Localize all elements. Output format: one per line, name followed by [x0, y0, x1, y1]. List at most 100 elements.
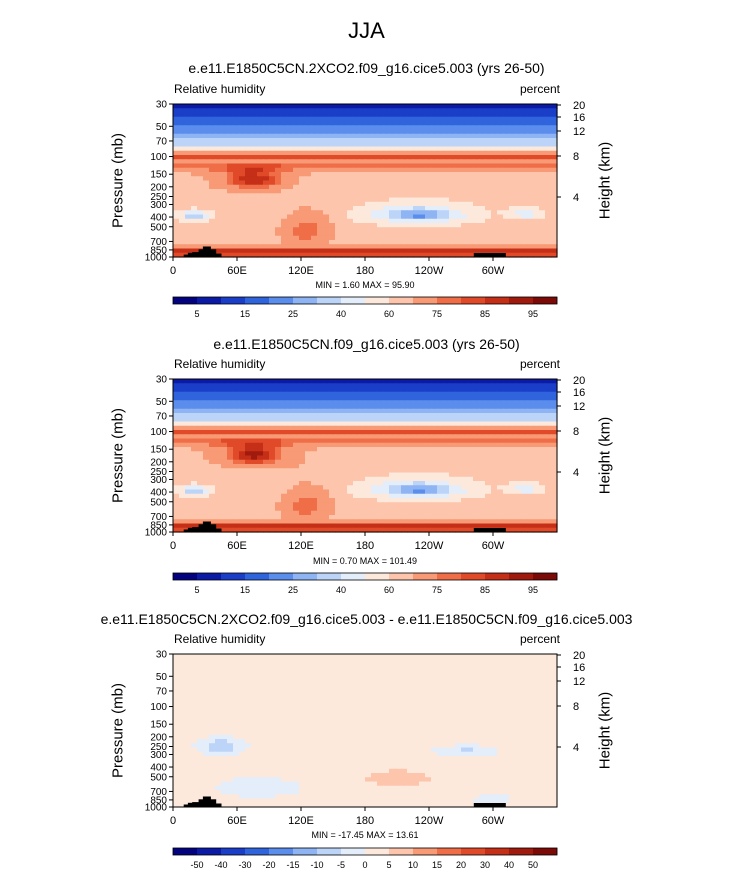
field-cell [227, 498, 234, 503]
field-cell [551, 112, 558, 118]
field-cell [389, 240, 396, 245]
field-cell [443, 244, 450, 250]
field-cell [455, 129, 462, 135]
field-cell [419, 387, 426, 393]
field-cell [317, 244, 324, 250]
field-cell [521, 240, 528, 245]
field-cell [281, 447, 288, 452]
field-cell [473, 210, 480, 216]
field-cell [443, 248, 450, 254]
field-cell [317, 476, 324, 482]
field-cell [185, 464, 192, 469]
field-cell [503, 451, 510, 457]
field-cell [335, 654, 342, 659]
field-cell [527, 218, 534, 224]
field-cell [269, 666, 276, 672]
field-cell [317, 184, 324, 190]
field-cell [263, 438, 270, 444]
field-cell [305, 455, 312, 461]
field-cell [551, 417, 558, 423]
field-cell [365, 515, 372, 520]
field-cell [539, 201, 546, 207]
field-cell [245, 438, 252, 444]
field-cell [509, 654, 516, 659]
field-cell [347, 121, 354, 126]
field-cell [203, 116, 210, 122]
field-cell [215, 493, 222, 499]
field-cell [407, 379, 414, 384]
field-cell [185, 485, 192, 491]
x-tick-label: 180 [356, 265, 374, 277]
field-cell [437, 408, 444, 414]
field-cell [377, 150, 384, 156]
field-cell [515, 172, 522, 177]
field-cell [539, 519, 546, 525]
field-cell [359, 468, 366, 474]
field-cell [401, 396, 408, 401]
field-cell [485, 464, 492, 469]
field-cell [239, 387, 246, 393]
field-cell [407, 464, 414, 469]
field-cell [179, 227, 186, 233]
field-cell [419, 472, 426, 478]
field-cell [179, 214, 186, 220]
field-cell [437, 489, 444, 495]
field-cell [431, 485, 438, 491]
field-cell [185, 235, 192, 241]
field-cell [317, 180, 324, 186]
field-cell [185, 396, 192, 401]
field-cell [503, 112, 510, 118]
field-cell [515, 468, 522, 474]
field-cell [485, 116, 492, 122]
field-cell [281, 248, 288, 254]
field-cell [221, 108, 228, 114]
field-cell [173, 442, 180, 448]
field-cell [269, 197, 276, 203]
field-cell [185, 654, 192, 659]
field-cell [389, 201, 396, 207]
field-cell [335, 108, 342, 114]
field-cell [461, 231, 468, 237]
field-cell [335, 472, 342, 478]
field-cell [419, 159, 426, 165]
field-cell [245, 197, 252, 203]
field-cell [407, 133, 414, 139]
field-cell [281, 108, 288, 114]
colorbar-label: 95 [528, 585, 538, 595]
field-cell [527, 214, 534, 220]
field-cell [269, 146, 276, 152]
field-cell [197, 231, 204, 237]
field-cell [329, 430, 336, 435]
field-cell [185, 506, 192, 512]
field-cell [203, 515, 210, 520]
field-cell [185, 666, 192, 672]
field-cell [401, 430, 408, 435]
field-cell [251, 379, 258, 384]
field-cell [173, 459, 180, 465]
field-cell [341, 223, 348, 228]
field-cell [257, 519, 264, 525]
field-cell [173, 498, 180, 503]
field-cell [353, 396, 360, 401]
field-cell [449, 112, 456, 118]
field-cell [275, 391, 282, 397]
field-cell [371, 231, 378, 237]
field-cell [293, 180, 300, 186]
field-cell [389, 515, 396, 520]
field-cell [395, 502, 402, 508]
field-cell [449, 493, 456, 499]
field-cell [401, 206, 408, 211]
field-cell [413, 176, 420, 182]
field-cell [473, 464, 480, 469]
field-cell [479, 193, 486, 199]
field-cell [521, 210, 528, 216]
field-cell [269, 387, 276, 393]
field-cell [389, 142, 396, 148]
field-cell [359, 197, 366, 203]
field-cell [425, 163, 432, 169]
field-cell [317, 112, 324, 118]
field-cell [233, 112, 240, 118]
field-cell [239, 235, 246, 241]
field-cell [533, 489, 540, 495]
field-cell [287, 125, 294, 131]
